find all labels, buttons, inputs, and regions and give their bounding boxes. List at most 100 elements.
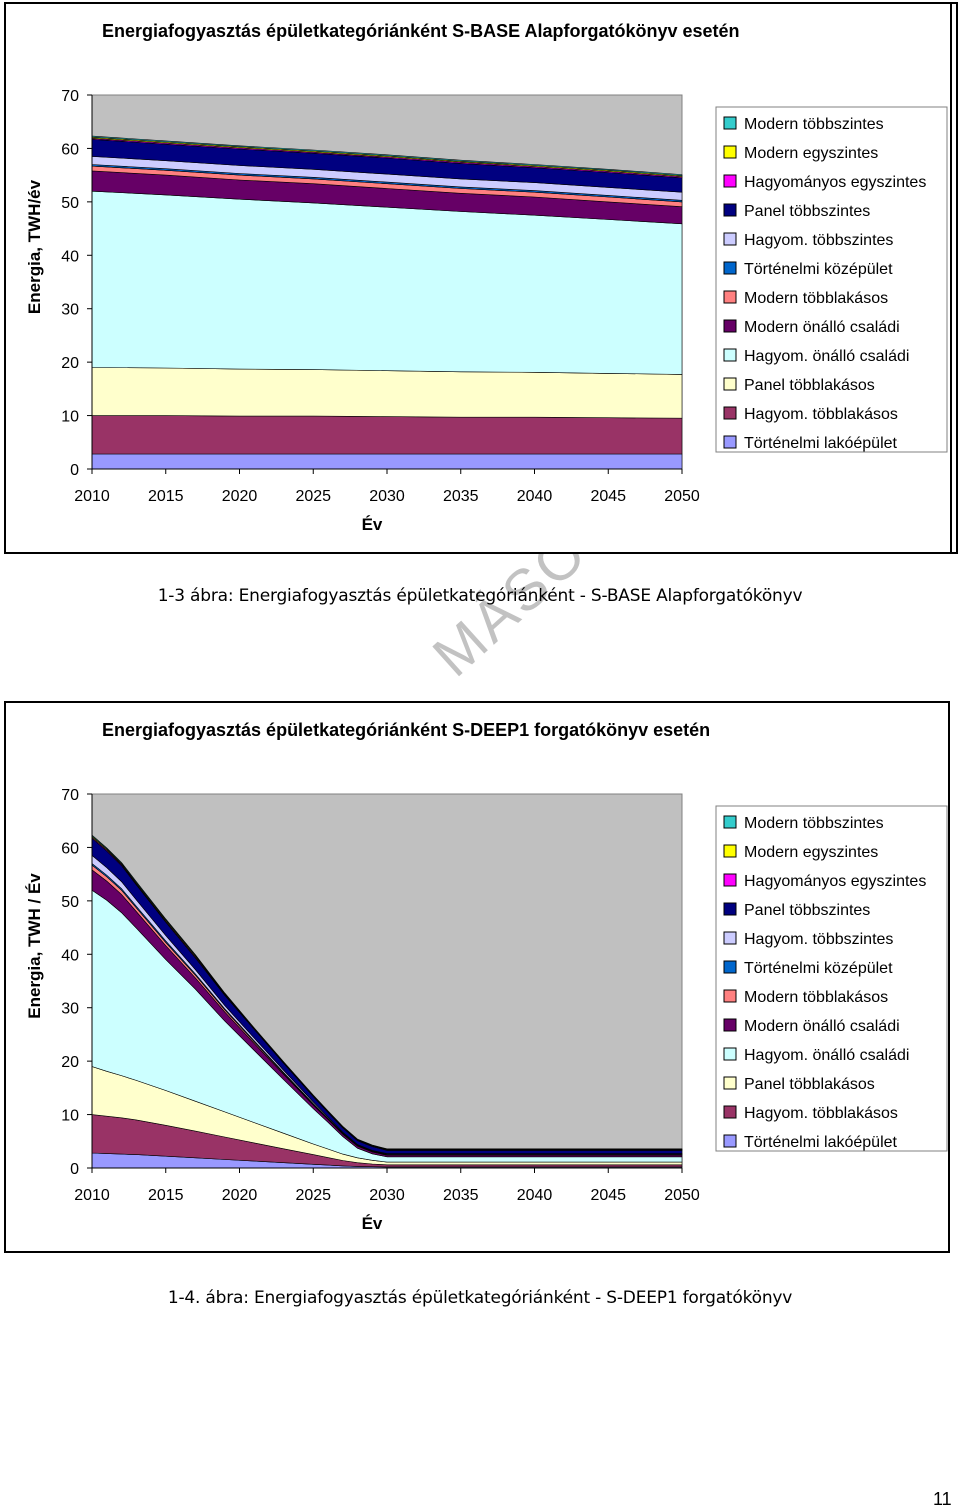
chart-s-base: Energiafogyasztás épületkategóriánként S… bbox=[4, 2, 958, 554]
series-layer bbox=[91, 135, 683, 470]
legend-swatch-modern-egyszintes bbox=[723, 145, 737, 159]
y-axis-label: Energia, TWH/év bbox=[25, 179, 44, 314]
legend-label-hagyomanyos-egyszintes: Hagyományos egyszintes bbox=[744, 873, 926, 890]
frame-edge bbox=[950, 2, 952, 554]
y-tick-label: 50 bbox=[61, 195, 79, 212]
legend-swatch-tortenelmi-lakoepulet bbox=[723, 1134, 737, 1148]
legend-swatch-hagyom-onallo-csaladi bbox=[723, 1047, 737, 1061]
legend-label-modern-onallo-csaladi: Modern önálló családi bbox=[744, 319, 900, 336]
legend-swatch-modern-onallo-csaladi bbox=[723, 1018, 737, 1032]
legend bbox=[715, 106, 948, 453]
legend-swatch-modern-egyszintes bbox=[723, 844, 737, 858]
legend-swatch-hagyom-tobblakasos bbox=[723, 406, 737, 420]
legend-label-hagyom-tobbszintes: Hagyom. többszintes bbox=[744, 931, 893, 948]
y-tick-label: 70 bbox=[61, 88, 79, 105]
legend-label-modern-egyszintes: Modern egyszintes bbox=[744, 844, 878, 861]
x-tick-label: 2015 bbox=[148, 488, 184, 505]
legend-swatch-hagyomanyos-egyszintes bbox=[723, 873, 737, 887]
legend-swatch-modern-tobbszintes bbox=[723, 116, 737, 130]
legend-swatch-hagyom-tobbszintes bbox=[723, 931, 737, 945]
chart-s-deep1: Energiafogyasztás épületkategóriánként S… bbox=[4, 701, 950, 1253]
x-axis-label: Év bbox=[362, 515, 383, 534]
legend-swatch-hagyom-tobblakasos bbox=[723, 1105, 737, 1119]
y-tick-label: 0 bbox=[70, 462, 79, 479]
legend-swatch-tortenelmi-kozepulet bbox=[723, 261, 737, 275]
legend-label-tortenelmi-kozepulet: Történelmi középület bbox=[744, 960, 893, 977]
legend-label-modern-tobbszintes: Modern többszintes bbox=[744, 815, 884, 832]
legend-label-hagyom-onallo-csaladi: Hagyom. önálló családi bbox=[744, 348, 909, 365]
x-tick-label: 2030 bbox=[369, 1187, 405, 1204]
legend-label-tortenelmi-lakoepulet: Történelmi lakóépület bbox=[744, 435, 898, 452]
chart-s-deep1-svg: Energiafogyasztás épületkategóriánként S… bbox=[25, 720, 948, 1233]
legend-label-panel-tobbszintes: Panel többszintes bbox=[744, 902, 870, 919]
x-axis-label: Év bbox=[362, 1214, 383, 1233]
legend-swatch-panel-tobblakasos bbox=[723, 1076, 737, 1090]
legend-label-modern-tobbszintes: Modern többszintes bbox=[744, 116, 884, 133]
x-tick-label: 2025 bbox=[295, 1187, 331, 1204]
chart-s-base-svg: Energiafogyasztás épületkategóriánként S… bbox=[25, 21, 948, 534]
legend-swatch-panel-tobbszintes bbox=[723, 902, 737, 916]
area-series-modern-tobbszintes bbox=[91, 834, 683, 1150]
legend-label-hagyom-onallo-csaladi: Hagyom. önálló családi bbox=[744, 1047, 909, 1064]
y-tick-label: 60 bbox=[61, 141, 79, 158]
legend-label-panel-tobbszintes: Panel többszintes bbox=[744, 203, 870, 220]
area-series-modern-tobbszintes bbox=[91, 135, 683, 177]
legend-swatch-panel-tobbszintes bbox=[723, 203, 737, 217]
y-tick-label: 50 bbox=[61, 894, 79, 911]
figure-caption-2: 1-4. ábra: Energiafogyasztás épületkateg… bbox=[167, 1288, 793, 1308]
legend-swatch-tortenelmi-kozepulet bbox=[723, 960, 737, 974]
legend-label-modern-onallo-csaladi: Modern önálló családi bbox=[744, 1018, 900, 1035]
legend-label-panel-tobblakasos: Panel többlakásos bbox=[744, 377, 875, 394]
page-number: 11 bbox=[933, 1489, 952, 1509]
legend-label-modern-tobblakasos: Modern többlakásos bbox=[744, 290, 888, 307]
legend-swatch-modern-onallo-csaladi bbox=[723, 319, 737, 333]
y-tick-label: 10 bbox=[61, 409, 79, 426]
legend-swatch-hagyomanyos-egyszintes bbox=[723, 174, 737, 188]
x-tick-label: 2010 bbox=[74, 488, 110, 505]
y-tick-label: 60 bbox=[61, 840, 79, 857]
legend bbox=[715, 805, 948, 1152]
legend-swatch-hagyom-tobbszintes bbox=[723, 232, 737, 246]
x-tick-label: 2025 bbox=[295, 488, 331, 505]
area-series-tortenelmi-lakoepulet bbox=[91, 453, 683, 470]
legend-label-hagyom-tobbszintes: Hagyom. többszintes bbox=[744, 232, 893, 249]
x-tick-label: 2035 bbox=[443, 1187, 479, 1204]
legend-label-panel-tobblakasos: Panel többlakásos bbox=[744, 1076, 875, 1093]
y-tick-label: 40 bbox=[61, 947, 79, 964]
x-tick-label: 2010 bbox=[74, 1187, 110, 1204]
y-tick-label: 70 bbox=[61, 787, 79, 804]
legend-swatch-tortenelmi-lakoepulet bbox=[723, 435, 737, 449]
legend-label-hagyom-tobblakasos: Hagyom. többlakásos bbox=[744, 406, 898, 423]
legend-swatch-hagyom-onallo-csaladi bbox=[723, 348, 737, 362]
legend-swatch-modern-tobblakasos bbox=[723, 290, 737, 304]
legend-label-tortenelmi-kozepulet: Történelmi középület bbox=[744, 261, 893, 278]
x-tick-label: 2020 bbox=[222, 488, 258, 505]
legend-swatch-modern-tobblakasos bbox=[723, 989, 737, 1003]
legend-label-hagyom-tobblakasos: Hagyom. többlakásos bbox=[744, 1105, 898, 1122]
x-tick-label: 2045 bbox=[590, 488, 626, 505]
area-series-hagyom-tobblakasos bbox=[91, 415, 683, 455]
x-tick-label: 2030 bbox=[369, 488, 405, 505]
y-tick-label: 40 bbox=[61, 248, 79, 265]
x-tick-label: 2035 bbox=[443, 488, 479, 505]
y-tick-label: 30 bbox=[61, 1001, 79, 1018]
x-tick-label: 2020 bbox=[222, 1187, 258, 1204]
legend-swatch-modern-tobbszintes bbox=[723, 815, 737, 829]
y-tick-label: 0 bbox=[70, 1161, 79, 1178]
x-tick-label: 2040 bbox=[517, 488, 553, 505]
chart-title: Energiafogyasztás épületkategóriánként S… bbox=[102, 21, 740, 41]
x-tick-label: 2050 bbox=[664, 1187, 700, 1204]
x-tick-label: 2045 bbox=[590, 1187, 626, 1204]
y-tick-label: 30 bbox=[61, 302, 79, 319]
series-layer bbox=[91, 834, 683, 1169]
x-tick-label: 2040 bbox=[517, 1187, 553, 1204]
legend-swatch-panel-tobblakasos bbox=[723, 377, 737, 391]
y-tick-label: 20 bbox=[61, 1054, 79, 1071]
x-tick-label: 2015 bbox=[148, 1187, 184, 1204]
chart-title: Energiafogyasztás épületkategóriánként S… bbox=[102, 720, 710, 740]
y-tick-label: 10 bbox=[61, 1108, 79, 1125]
legend-label-hagyomanyos-egyszintes: Hagyományos egyszintes bbox=[744, 174, 926, 191]
y-axis-label: Energia, TWH / Év bbox=[25, 873, 44, 1019]
area-series-panel-tobblakasos bbox=[91, 367, 683, 419]
x-tick-label: 2050 bbox=[664, 488, 700, 505]
